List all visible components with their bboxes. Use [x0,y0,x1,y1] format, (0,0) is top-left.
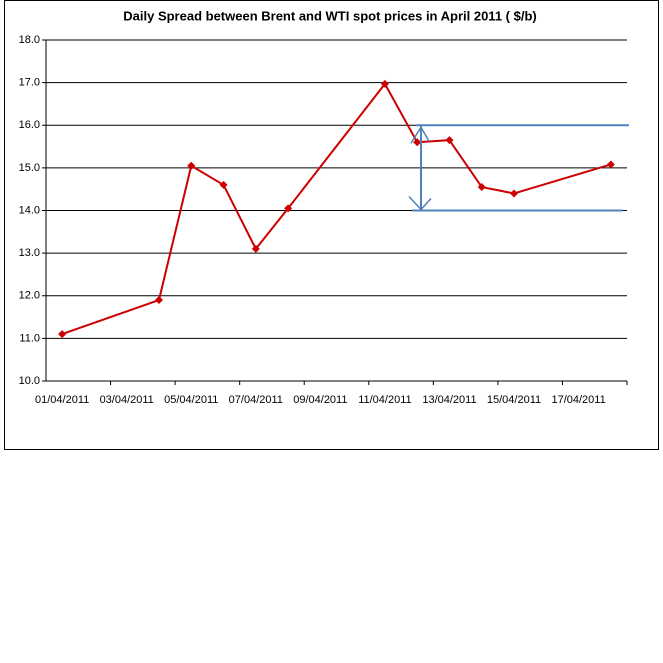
x-tick-label: 07/04/2011 [229,394,283,406]
point-marker [219,180,228,189]
point-marker [380,79,389,88]
x-tick-label: 01/04/2011 [35,394,89,406]
point-marker [510,189,519,198]
line-segment [287,83,386,209]
y-tick-label: 17.0 [19,77,40,89]
y-tick-label: 15.0 [19,162,40,174]
line-segment [481,186,515,195]
point-marker [477,183,486,192]
y-tick-label: 10.0 [19,375,40,387]
point-marker [251,244,260,253]
chart-frame [4,0,659,450]
point-marker [606,160,615,169]
point-marker [413,138,422,147]
x-tick-label: 13/04/2011 [422,394,476,406]
arrow-head [408,125,432,211]
x-tick-label: 09/04/2011 [293,394,347,406]
line-segment [417,139,450,144]
y-tick-label: 12.0 [19,290,40,302]
line-segment [384,83,419,143]
x-tick-label: 15/04/2011 [487,394,541,406]
point-marker [187,161,196,170]
x-tick-label: 03/04/2011 [100,394,154,406]
line-segment [157,165,193,301]
x-tick-label: 05/04/2011 [164,394,218,406]
line-segment [255,207,289,250]
y-tick-label: 13.0 [19,247,40,259]
line-segment [513,163,612,195]
line-segment [222,184,257,250]
y-tick-label: 16.0 [19,119,40,131]
y-tick-label: 14.0 [19,204,40,216]
y-tick-label: 11.0 [19,332,40,344]
point-marker [154,296,163,305]
line-segment [61,299,160,336]
x-tick-label: 11/04/2011 [358,394,411,406]
y-tick-label: 18.0 [19,34,40,46]
line-segment [448,139,483,188]
point-marker [58,330,67,339]
x-tick-label: 17/04/2011 [551,394,605,406]
point-marker [284,204,293,213]
chart-title: Daily Spread between Brent and WTI spot … [123,8,536,23]
line-segment [190,164,225,186]
point-marker [445,136,454,145]
